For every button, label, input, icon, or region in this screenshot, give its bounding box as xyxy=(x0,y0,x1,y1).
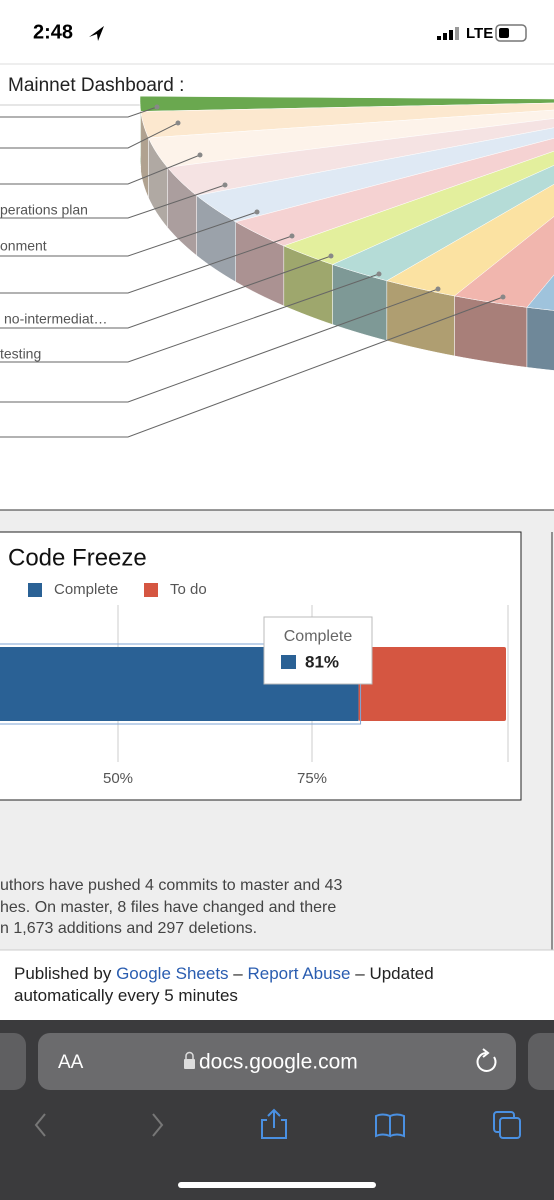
time: 2:48 xyxy=(33,21,73,43)
separator: – xyxy=(355,964,365,983)
leader-line xyxy=(0,184,226,219)
leader-dot xyxy=(222,182,228,188)
x-tick-label: 50% xyxy=(103,770,133,787)
reload-arrow xyxy=(482,1048,490,1058)
url[interactable]: docs.google.com xyxy=(199,1051,358,1074)
pie-side-shade xyxy=(526,307,554,371)
tooltip: Complete 81% xyxy=(263,616,373,685)
leader-dot xyxy=(376,271,382,277)
leader-line xyxy=(0,235,293,294)
pie-slice xyxy=(140,102,554,139)
leader-line xyxy=(0,154,201,185)
bookmarks-button[interactable] xyxy=(375,1113,405,1138)
pie-label: perations plan xyxy=(0,202,88,218)
leader-dot xyxy=(154,104,160,110)
bar xyxy=(358,647,506,721)
leader-dot xyxy=(435,286,441,292)
google-sheets-link[interactable]: Google Sheets xyxy=(116,964,229,983)
tooltip-title: Complete xyxy=(284,628,353,645)
sheet-title: Mainnet Dashboard : xyxy=(8,75,184,96)
signal xyxy=(437,27,459,40)
leader-dot xyxy=(500,294,506,300)
footer-text: Published by xyxy=(14,964,112,983)
separator: – xyxy=(233,964,243,983)
chart-title: Code Freeze xyxy=(8,544,147,571)
leader-dot xyxy=(328,253,334,259)
leader-line xyxy=(0,288,439,403)
leader-line xyxy=(0,211,258,257)
battery-level xyxy=(499,28,509,38)
pie-side xyxy=(332,264,387,341)
pie-slice xyxy=(526,274,554,311)
prev-tab[interactable] xyxy=(0,1033,26,1090)
footer-text: Updated automatically every 5 minutes xyxy=(14,964,434,1005)
pie-label: no-intermediat… xyxy=(4,311,108,327)
leader-line xyxy=(0,255,332,329)
pie-side xyxy=(386,280,455,356)
legend-swatch xyxy=(28,583,42,597)
summary-line: n 1,673 additions and 297 deletions. xyxy=(0,920,257,937)
leader-dot xyxy=(254,209,260,215)
leader-line xyxy=(0,122,179,149)
pie-label: onment xyxy=(0,238,47,254)
leader-dot xyxy=(175,120,181,126)
pie-slice xyxy=(283,150,554,265)
legend-label: Complete xyxy=(54,581,118,598)
leader-line xyxy=(0,106,158,118)
address-bar[interactable] xyxy=(38,1033,516,1090)
pie-side xyxy=(196,195,236,282)
home-indicator xyxy=(178,1182,376,1188)
pie-slice xyxy=(139,95,554,112)
pie-slice xyxy=(331,165,554,281)
pie-chart xyxy=(139,95,554,371)
summary-line: uthors have pushed 4 commits to master a… xyxy=(0,877,343,894)
battery xyxy=(495,24,527,42)
share-button[interactable] xyxy=(261,1108,287,1139)
pie-label: testing xyxy=(0,346,41,362)
footer: Published by Google Sheets – Report Abus… xyxy=(14,963,484,1007)
leader-dot xyxy=(197,152,203,158)
back-button[interactable] xyxy=(34,1113,46,1137)
lock-shackle xyxy=(185,1051,194,1059)
text-size-button[interactable]: AA xyxy=(58,1052,84,1073)
pie-side xyxy=(454,295,527,368)
tooltip-swatch xyxy=(281,655,296,669)
pie-side xyxy=(148,137,168,228)
pie-slice xyxy=(235,138,554,247)
x-tick-label: 75% xyxy=(297,770,327,787)
legend-label: To do xyxy=(170,581,207,598)
lock-icon xyxy=(184,1059,195,1069)
report-abuse-link[interactable]: Report Abuse xyxy=(247,964,351,983)
pie-slice xyxy=(148,109,554,168)
next-tab[interactable] xyxy=(528,1033,554,1090)
bar-chart: Complete To do 50% 75% Complete 81% xyxy=(0,581,509,787)
pie-slice xyxy=(196,127,554,223)
tooltip-value: 81% xyxy=(305,652,339,671)
tooltip-box xyxy=(263,616,373,685)
pie-leaders xyxy=(0,104,506,438)
reload-button[interactable] xyxy=(476,1052,497,1072)
pie-slice xyxy=(386,183,554,297)
location-icon xyxy=(89,26,104,41)
pie-slice xyxy=(166,118,554,196)
network: LTE xyxy=(466,25,493,42)
summary-line: hes. On master, 8 files have changed and… xyxy=(0,899,336,916)
pie-side xyxy=(283,245,333,325)
pie-side xyxy=(167,167,197,256)
pie-side xyxy=(526,307,554,371)
forward-button[interactable] xyxy=(152,1113,164,1137)
pie-side-shade xyxy=(454,295,528,368)
tabs-button[interactable] xyxy=(493,1111,521,1139)
leader-dot xyxy=(289,233,295,239)
legend-swatch xyxy=(144,583,158,597)
leader-line xyxy=(0,273,380,363)
leader-line xyxy=(0,296,504,438)
